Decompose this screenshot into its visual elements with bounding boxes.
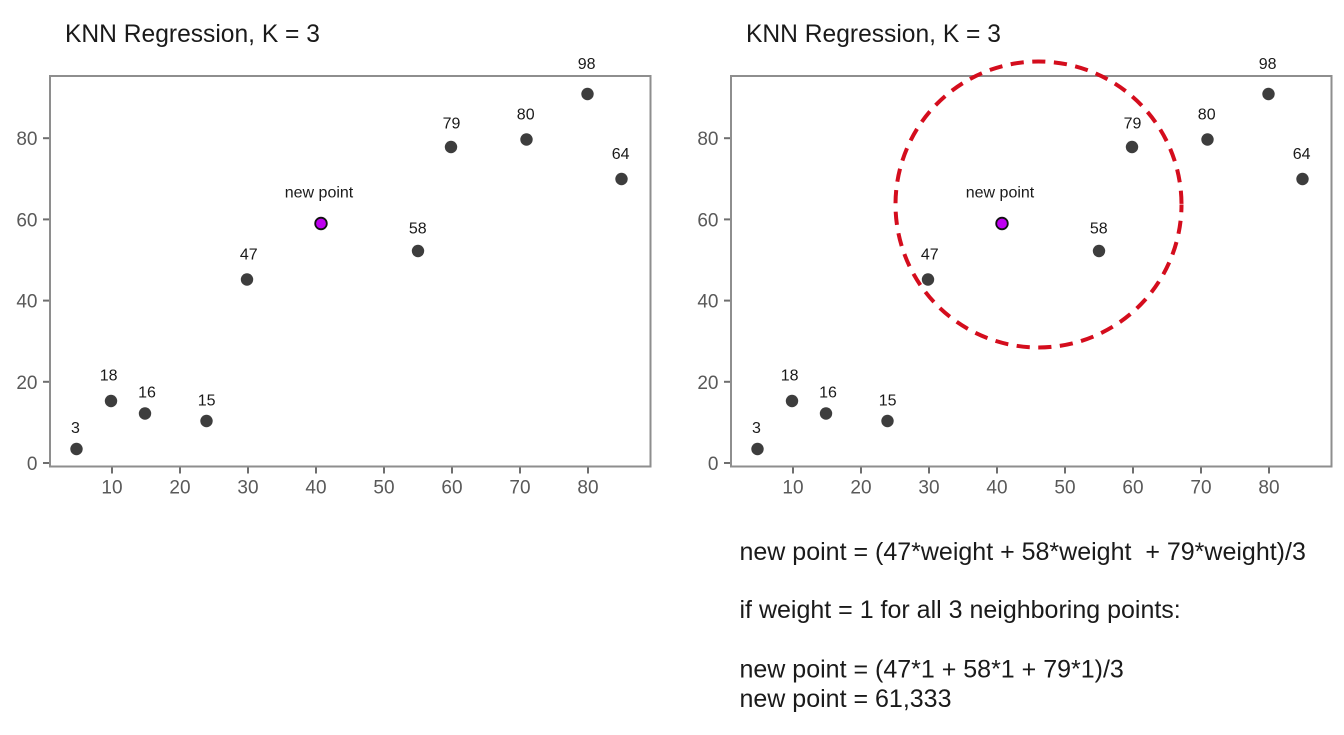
svg-text:3: 3 <box>752 420 761 437</box>
svg-text:64: 64 <box>1293 146 1311 163</box>
svg-text:60: 60 <box>697 210 718 231</box>
svg-text:60: 60 <box>441 478 462 499</box>
svg-text:40: 40 <box>697 292 718 313</box>
svg-text:80: 80 <box>1258 478 1279 499</box>
svg-text:80: 80 <box>517 106 535 123</box>
svg-text:30: 30 <box>918 478 939 499</box>
svg-text:new point = 61,333: new point = 61,333 <box>740 685 952 713</box>
svg-text:18: 18 <box>100 368 118 385</box>
svg-text:0: 0 <box>708 454 719 475</box>
svg-text:20: 20 <box>850 478 871 499</box>
svg-text:60: 60 <box>16 210 37 231</box>
svg-text:new point = (47*1 + 58*1 + 79*: new point = (47*1 + 58*1 + 79*1)/3 <box>740 656 1124 684</box>
svg-text:50: 50 <box>1054 478 1075 499</box>
svg-text:new point = (47*weight + 58*we: new point = (47*weight + 58*weight + 79*… <box>740 538 1306 566</box>
svg-text:20: 20 <box>16 373 37 394</box>
svg-text:if weight = 1 for all 3 neighb: if weight = 1 for all 3 neighboring poin… <box>740 596 1181 624</box>
svg-text:80: 80 <box>1198 106 1216 123</box>
svg-text:new point: new point <box>285 184 354 201</box>
svg-text:10: 10 <box>782 478 803 499</box>
svg-text:30: 30 <box>237 478 258 499</box>
svg-text:80: 80 <box>577 478 598 499</box>
svg-text:98: 98 <box>578 56 596 73</box>
svg-text:60: 60 <box>1122 478 1143 499</box>
svg-text:40: 40 <box>16 292 37 313</box>
svg-text:47: 47 <box>921 247 939 264</box>
svg-text:50: 50 <box>373 478 394 499</box>
svg-text:3: 3 <box>71 420 80 437</box>
svg-text:KNN Regression, K = 3: KNN Regression, K = 3 <box>65 21 320 48</box>
svg-text:0: 0 <box>27 454 38 475</box>
svg-text:58: 58 <box>1090 221 1108 238</box>
svg-text:new point: new point <box>966 184 1035 201</box>
svg-text:79: 79 <box>1124 116 1142 133</box>
svg-text:18: 18 <box>781 368 799 385</box>
svg-text:20: 20 <box>697 373 718 394</box>
svg-text:15: 15 <box>198 392 216 409</box>
svg-text:15: 15 <box>879 392 897 409</box>
svg-text:79: 79 <box>443 116 461 133</box>
svg-text:58: 58 <box>409 221 427 238</box>
svg-text:20: 20 <box>169 478 190 499</box>
svg-text:47: 47 <box>240 247 258 264</box>
svg-text:64: 64 <box>612 146 630 163</box>
svg-text:40: 40 <box>305 478 326 499</box>
svg-text:70: 70 <box>1190 478 1211 499</box>
svg-text:40: 40 <box>986 478 1007 499</box>
svg-text:16: 16 <box>819 384 837 401</box>
svg-text:98: 98 <box>1259 56 1277 73</box>
svg-text:10: 10 <box>101 478 122 499</box>
svg-text:80: 80 <box>697 129 718 150</box>
svg-text:80: 80 <box>16 129 37 150</box>
svg-text:16: 16 <box>138 384 156 401</box>
svg-text:KNN Regression, K = 3: KNN Regression, K = 3 <box>746 21 1001 48</box>
svg-text:70: 70 <box>509 478 530 499</box>
